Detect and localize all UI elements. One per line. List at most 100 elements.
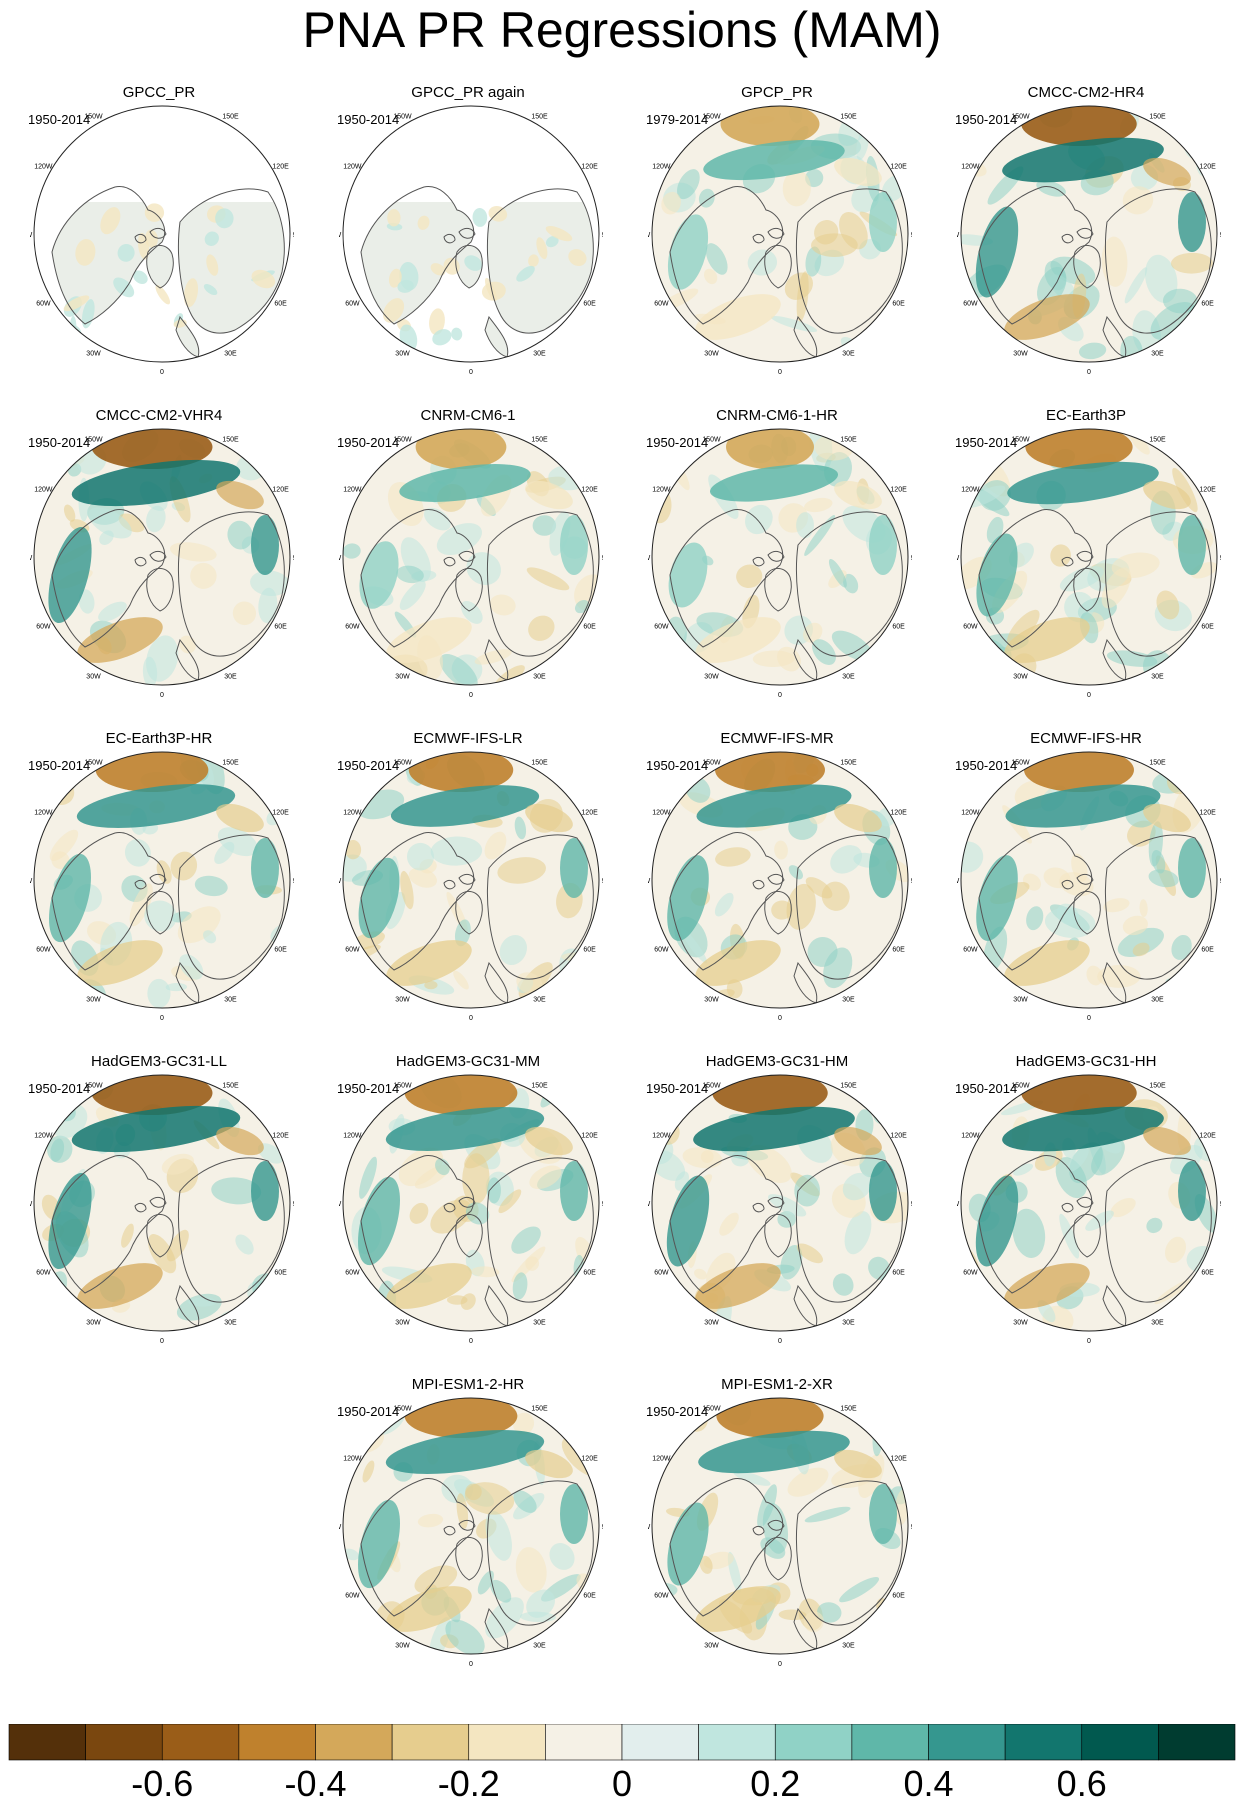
meridian-label: 30W (395, 351, 410, 358)
meridian-label: 30E (1151, 351, 1164, 358)
meridian-label: 90E (1220, 555, 1221, 562)
colorbar-swatch (85, 1724, 163, 1761)
panel-title: CMCC-CM2-HR4 (1027, 84, 1145, 101)
meridian-label: 120E (272, 1133, 289, 1140)
meridian-label: 90E (602, 878, 603, 885)
meridian-label: 0 (1087, 1015, 1091, 1020)
colorbar-swatch (621, 1724, 699, 1761)
meridian-label: 30E (533, 351, 546, 358)
meridian-label: 60E (1201, 301, 1214, 308)
meridian-label: 90W (648, 232, 651, 239)
meridian-label: 150E (840, 1082, 857, 1089)
colorbar-tick-label: 0.2 (750, 1763, 800, 1802)
meridian-label: 90W (339, 555, 342, 562)
panel-period: 1950-2014 (646, 435, 709, 450)
meridian-label: 30W (704, 997, 719, 1004)
meridian-label: 150E (531, 1082, 548, 1089)
panel-period: 1950-2014 (337, 1081, 400, 1096)
coastlines (669, 186, 903, 358)
meridian-label: 0 (1087, 369, 1091, 374)
colorbar-tick-label: 0.6 (1057, 1763, 1107, 1802)
panel-period: 1950-2014 (955, 758, 1018, 773)
meridian-label: 0 (469, 1661, 473, 1666)
colorbar-tick-label: -0.6 (131, 1763, 193, 1802)
panel-period: 1950-2014 (337, 758, 400, 773)
panel-period: 1950-2014 (955, 1081, 1018, 1096)
meridian-label: 120W (34, 487, 53, 494)
meridian-label: 30W (395, 1320, 410, 1327)
meridian-label: 30E (842, 674, 855, 681)
meridian-label: 60E (583, 1270, 596, 1277)
coastlines (978, 1155, 1212, 1327)
colorbar-tick-label: -0.4 (284, 1763, 346, 1802)
panel-title: GPCP_PR (741, 84, 813, 101)
meridian-label: 0 (778, 1015, 782, 1020)
panel-title: HadGEM3-GC31-HM (705, 1053, 849, 1070)
meridian-label: 30W (704, 674, 719, 681)
meridian-label: 30E (533, 1320, 546, 1327)
meridian-label: 60W (654, 1270, 669, 1277)
meridian-label: 0 (778, 1338, 782, 1343)
meridian-label: 150W (393, 113, 412, 120)
meridian-label: 0 (469, 1015, 473, 1020)
meridian-label: 90W (30, 232, 33, 239)
meridian-label: 90E (293, 1201, 294, 1208)
panel-period: 1950-2014 (28, 435, 91, 450)
panel-period: 1950-2014 (955, 112, 1018, 127)
meridian-label: 150W (84, 436, 103, 443)
meridian-label: 30W (1013, 674, 1028, 681)
panel-title: HadGEM3-GC31-MM (395, 1053, 541, 1070)
meridian-label: 60E (892, 947, 905, 954)
meridian-label: 150E (1149, 759, 1166, 766)
panel-title: HadGEM3-GC31-HH (1015, 1053, 1157, 1070)
meridian-label: 0 (469, 692, 473, 697)
meridian-label: 120W (961, 810, 980, 817)
meridian-label: 60W (36, 624, 51, 631)
polar-map: 180150E120E90E60E30E030W60W90W120W150W (339, 751, 603, 1020)
meridian-label: 0 (160, 369, 164, 374)
polar-map: 180150E120E90E60E30E030W60W90W120W150W (957, 751, 1221, 1020)
panel-title: EC-Earth3P-HR (105, 730, 213, 747)
map-panel: ECMWF-IFS-HR1950-2014180150E120E90E60E30… (927, 730, 1227, 1030)
meridian-label: 0 (778, 369, 782, 374)
meridian-label: 30E (224, 351, 237, 358)
meridian-label: 150W (1011, 1082, 1030, 1089)
map-panel-grid: GPCC_PR1950-2014180150E120E90E60E30E030W… (28, 84, 1227, 1666)
meridian-label: 120W (652, 164, 671, 171)
meridian-label: 150W (393, 759, 412, 766)
colorbar-swatch (851, 1724, 929, 1761)
meridian-label: 90E (1220, 232, 1221, 239)
colorbar-tick-label: 0.4 (903, 1763, 953, 1802)
panel-title: MPI-ESM1-2-XR (721, 1376, 833, 1393)
meridian-label: 60W (963, 1270, 978, 1277)
meridian-label: 120E (581, 1133, 598, 1140)
meridian-label: 90E (911, 1524, 912, 1531)
meridian-label: 120W (652, 810, 671, 817)
meridian-label: 60W (345, 624, 360, 631)
meridian-label: 90E (911, 555, 912, 562)
meridian-label: 90W (30, 1201, 33, 1208)
meridian-label: 150E (840, 113, 857, 120)
map-panel: HadGEM3-GC31-HM1950-2014180150E120E90E60… (618, 1053, 918, 1353)
meridian-label: 30W (1013, 351, 1028, 358)
meridian-label: 90W (648, 1201, 651, 1208)
meridian-label: 60E (892, 1593, 905, 1600)
meridian-label: 150E (531, 1405, 548, 1412)
meridian-label: 120W (34, 164, 53, 171)
meridian-label: 120W (652, 1456, 671, 1463)
panel-period: 1950-2014 (337, 1404, 400, 1419)
meridian-label: 30E (842, 1643, 855, 1650)
meridian-label: 90E (1220, 1201, 1221, 1208)
polar-map: 180150E120E90E60E30E030W60W90W120W150W (30, 105, 294, 374)
meridian-label: 60E (583, 1593, 596, 1600)
meridian-label: 120E (581, 487, 598, 494)
panel-period: 1950-2014 (646, 1404, 709, 1419)
panel-title: ECMWF-IFS-MR (720, 730, 834, 747)
meridian-label: 150W (702, 436, 721, 443)
polar-map: 180150E120E90E60E30E030W60W90W120W150W (648, 751, 912, 1020)
meridian-label: 30E (533, 997, 546, 1004)
meridian-label: 0 (469, 369, 473, 374)
meridian-label: 60E (583, 947, 596, 954)
meridian-label: 90W (339, 1524, 342, 1531)
meridian-label: 30E (224, 1320, 237, 1327)
